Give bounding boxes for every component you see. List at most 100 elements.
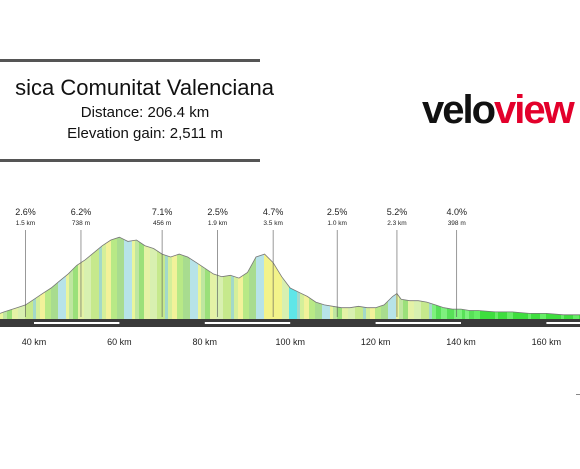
km-tick-label: 160 km bbox=[532, 337, 562, 347]
title-rule-bottom bbox=[0, 159, 260, 162]
gradient-stripe bbox=[333, 237, 338, 319]
gradient-stripe bbox=[495, 237, 499, 319]
gradient-stripe bbox=[330, 237, 334, 319]
logo-part-view: view bbox=[494, 88, 575, 132]
km-axis-labels: 40 km 60 km 80 km 100 km 120 km 140 km 160 km bbox=[22, 337, 561, 347]
title-rule-top bbox=[0, 59, 260, 62]
gradient-stripe bbox=[355, 237, 364, 319]
climb-length-label: 398 m bbox=[448, 220, 466, 227]
gradient-stripe bbox=[238, 237, 244, 319]
gradient-stripe bbox=[172, 237, 178, 319]
gradient-stripe bbox=[84, 237, 92, 319]
gradient-stripe bbox=[300, 237, 305, 319]
gradient-stripe bbox=[150, 237, 158, 319]
gradient-stripe bbox=[370, 237, 376, 319]
gradient-stripe bbox=[132, 237, 136, 319]
gradient-stripe bbox=[348, 237, 356, 319]
gradient-stripe bbox=[304, 237, 310, 319]
gradient-stripe bbox=[337, 237, 343, 319]
road-bar-segments bbox=[34, 322, 580, 324]
gradient-stripe bbox=[36, 237, 41, 319]
gradient-stripe bbox=[513, 237, 521, 319]
road-bar-segment bbox=[204, 322, 291, 324]
gradient-stripe bbox=[315, 237, 323, 319]
gradient-stripe bbox=[69, 237, 74, 319]
gradient-stripe bbox=[135, 237, 140, 319]
gradient-stripe bbox=[528, 237, 532, 319]
gradient-stripe bbox=[7, 237, 13, 319]
gradient-stripe bbox=[568, 237, 574, 319]
gradient-stripe bbox=[553, 237, 562, 319]
gradient-stripe bbox=[25, 237, 34, 319]
gradient-stripe bbox=[297, 237, 301, 319]
climb-length-label: 1.0 km bbox=[327, 220, 347, 227]
gradient-stripe bbox=[201, 237, 206, 319]
gradient-stripe bbox=[205, 237, 211, 319]
gradient-stripe bbox=[267, 237, 272, 319]
km-tick-label: 60 km bbox=[107, 337, 132, 347]
road-bar-segment bbox=[34, 322, 120, 324]
gradient-stripe bbox=[474, 237, 481, 319]
gradient-stripe bbox=[454, 237, 463, 319]
climb-length-label: 738 m bbox=[72, 220, 90, 227]
km-tick-label: 120 km bbox=[361, 337, 391, 347]
climb-gradient-label: 5.2% bbox=[387, 207, 408, 217]
logo-part-velo: velo bbox=[422, 88, 496, 132]
climb-length-label: 456 m bbox=[153, 220, 171, 227]
gradient-stripe bbox=[282, 237, 290, 319]
gradient-stripe bbox=[165, 237, 169, 319]
gradient-stripe bbox=[322, 237, 331, 319]
gradient-stripe bbox=[342, 237, 349, 319]
climb-gradient-label: 2.5% bbox=[207, 207, 228, 217]
gradient-stripe bbox=[573, 237, 580, 319]
veloviewer-logo: veloview bbox=[422, 88, 575, 133]
gradient-stripe bbox=[183, 237, 191, 319]
gradient-stripe bbox=[12, 237, 19, 319]
gradient-stripe bbox=[429, 237, 433, 319]
climb-markers: 2.6% 1.5 km 6.2% 738 m 7.1% 456 m 2.5% 1.9 km 4.… bbox=[15, 207, 467, 317]
gradient-stripe bbox=[276, 237, 283, 319]
gradient-stripe bbox=[271, 237, 277, 319]
gradient-stripe bbox=[190, 237, 199, 319]
gradient-stripe bbox=[535, 237, 541, 319]
gradient-stripe bbox=[520, 237, 529, 319]
profile-gradient-stripes bbox=[0, 237, 580, 319]
gradient-stripe bbox=[546, 237, 554, 319]
gradient-stripe bbox=[436, 237, 442, 319]
climb-length-label: 1.5 km bbox=[16, 220, 36, 227]
gradient-stripe bbox=[375, 237, 382, 319]
gradient-stripe bbox=[144, 237, 151, 319]
gradient-stripe bbox=[66, 237, 70, 319]
gradient-stripe bbox=[91, 237, 100, 319]
race-name: sica Comunitat Valenciana bbox=[15, 75, 274, 100]
gradient-stripe bbox=[157, 237, 166, 319]
gradient-stripe bbox=[480, 237, 488, 319]
gradient-stripe bbox=[564, 237, 569, 319]
km-tick-label: 40 km bbox=[22, 337, 47, 347]
gradient-stripe bbox=[3, 237, 8, 319]
gradient-stripe bbox=[117, 237, 125, 319]
gradient-stripe bbox=[0, 237, 4, 319]
gradient-stripe bbox=[106, 237, 112, 319]
gradient-stripe bbox=[289, 237, 298, 319]
gradient-stripe bbox=[223, 237, 232, 319]
gradient-stripe bbox=[388, 237, 397, 319]
elevation-gain-text: Elevation gain: 2,511 m bbox=[67, 125, 223, 142]
gradient-stripe bbox=[58, 237, 67, 319]
gradient-stripe bbox=[33, 237, 37, 319]
gradient-stripe bbox=[561, 237, 565, 319]
gradient-stripe bbox=[462, 237, 466, 319]
gradient-stripe bbox=[502, 237, 508, 319]
gradient-stripe bbox=[507, 237, 514, 319]
climb-gradient-label: 4.7% bbox=[263, 207, 284, 217]
gradient-stripe bbox=[408, 237, 415, 319]
gradient-stripe bbox=[111, 237, 118, 319]
title-block: sica Comunitat Valenciana Distance: 206.… bbox=[0, 59, 274, 163]
gradient-stripe bbox=[45, 237, 52, 319]
climb-gradient-label: 6.2% bbox=[71, 207, 92, 217]
gradient-stripe bbox=[447, 237, 455, 319]
gradient-stripe bbox=[51, 237, 59, 319]
road-bar-segment bbox=[375, 322, 461, 324]
distance-text: Distance: 206.4 km bbox=[80, 104, 210, 121]
gradient-stripe bbox=[177, 237, 184, 319]
